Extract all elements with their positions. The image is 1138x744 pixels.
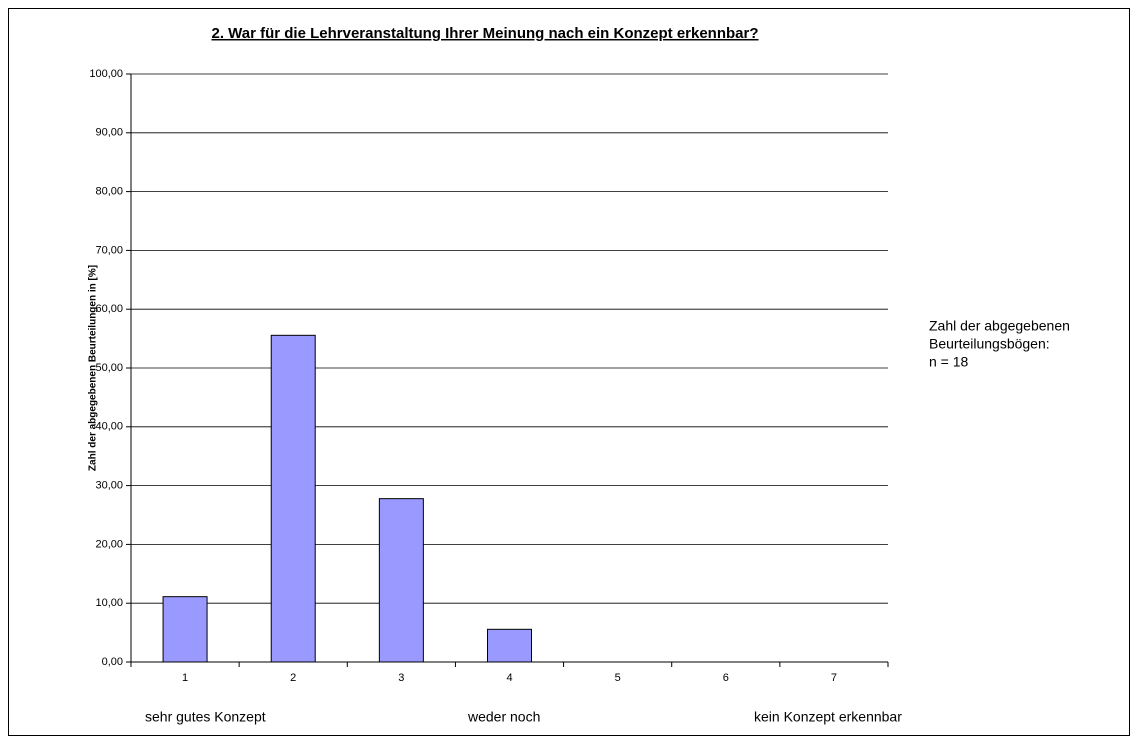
x-tick-label: 7	[831, 672, 837, 684]
annotation: Beurteilungsbögen:	[929, 336, 1050, 352]
y-tick-label: 70,00	[95, 244, 123, 256]
x-tick-label: 6	[723, 672, 729, 684]
y-axis-label: Zahl der abgegebenen Beurteilungen in [%…	[88, 265, 99, 471]
x-tick-label: 5	[615, 672, 621, 684]
y-tick-label: 0,00	[102, 656, 123, 668]
bar	[378, 498, 424, 663]
y-tick-label: 90,00	[95, 127, 123, 139]
x-tick-label: 4	[506, 672, 512, 684]
bar	[487, 628, 532, 663]
scale-label: weder noch	[467, 709, 540, 725]
annotation: Zahl der abgegebenen	[929, 318, 1070, 334]
x-tick-label: 3	[398, 672, 404, 684]
scale-label: sehr gutes Konzept	[145, 709, 266, 725]
y-tick-label: 30,00	[95, 480, 123, 492]
y-tick-label: 80,00	[95, 186, 123, 198]
y-tick-label: 50,00	[95, 362, 123, 374]
y-tick-label: 60,00	[95, 303, 123, 315]
annotation: n = 18	[929, 354, 969, 370]
y-tick-label: 100,00	[89, 68, 123, 80]
chart-title: 2. War für die Lehrveranstaltung Ihrer M…	[211, 25, 758, 42]
y-tick-label: 10,00	[95, 597, 123, 609]
scale-label: kein Konzept erkennbar	[754, 709, 902, 725]
x-tick-label: 1	[182, 672, 188, 684]
y-tick-label: 20,00	[95, 538, 123, 550]
bar	[162, 596, 208, 663]
x-tick-label: 2	[290, 672, 296, 684]
y-tick-label: 40,00	[95, 421, 123, 433]
bar	[270, 334, 316, 663]
